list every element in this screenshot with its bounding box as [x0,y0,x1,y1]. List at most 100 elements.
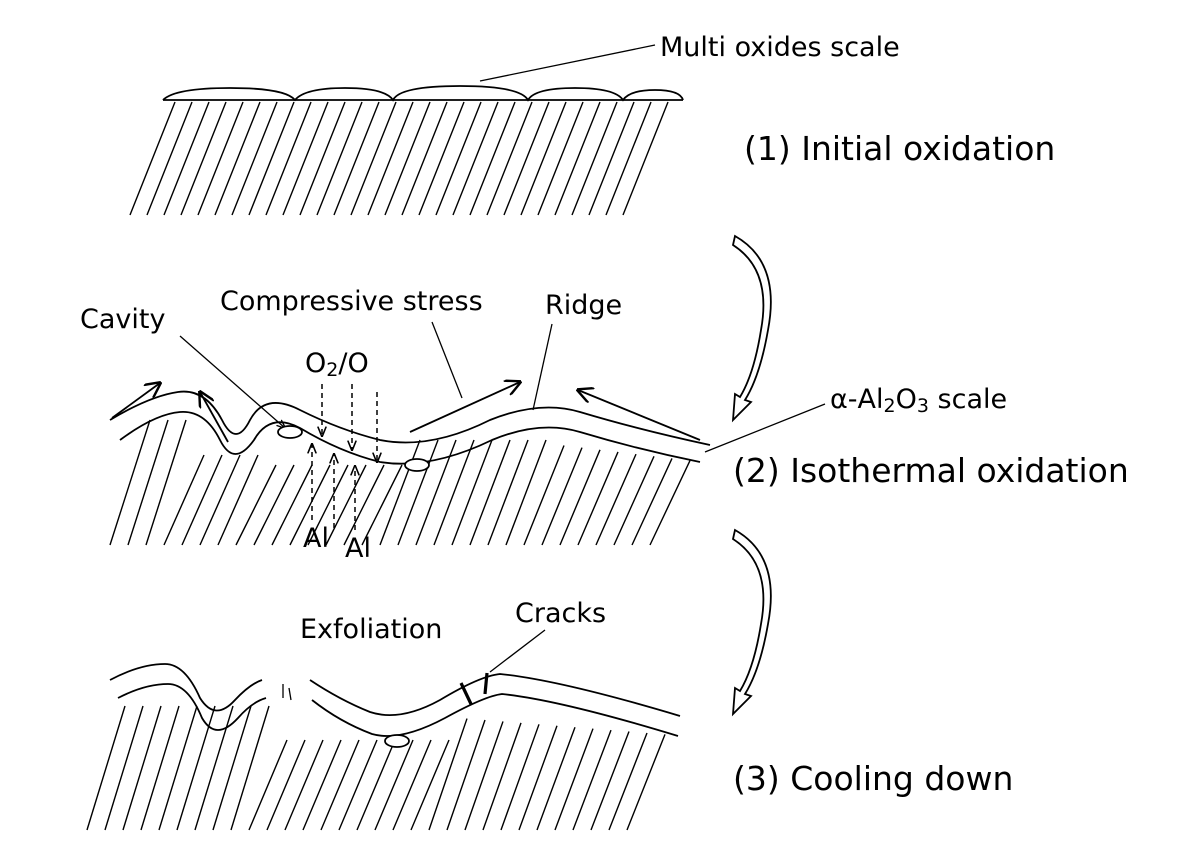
transition-arrow-2-icon [731,528,772,717]
hatch-line [554,728,594,831]
hatch-line [536,726,576,831]
hatch-line [356,739,396,831]
compressive-stress-leader-line [431,321,463,399]
hatch-line [537,101,584,216]
hatch-line [199,454,241,546]
hatch-line [379,439,421,546]
stage1-substrate-hatch [129,101,669,216]
hatch-line [572,729,612,831]
hatch-line [487,439,529,546]
hatch-line [626,734,666,831]
stage3-substrate-hatch [86,705,666,831]
stress-arrow-right-icon [578,390,701,441]
hatch-line [320,739,360,831]
hatch-line [158,705,198,831]
exfoliation-gap-mark-2 [288,687,292,701]
hatch-line [248,739,288,831]
crack-mark-2 [483,672,489,695]
oxygen-inward-label: O2/O [305,348,369,381]
hatch-line [231,101,278,216]
multi-oxides-leader-line [479,44,656,82]
hatch-line [523,445,565,546]
hatch-line [452,101,499,216]
hatch-line [518,725,558,831]
hatch-line [410,739,450,831]
stress-arrow-left-icon [409,382,520,433]
aluminum-label-1: Al [303,523,329,554]
hatch-line [577,451,619,546]
hatch-line [109,419,151,546]
hatch-line [554,101,601,216]
stress-arrow-cavity-icon [200,392,229,443]
stress-arrow-upper-left-icon [111,383,160,419]
hatch-line [338,739,378,831]
hatch-line [350,101,397,216]
hatch-line [266,739,306,831]
hatch-line [428,718,468,831]
hatch-line [595,453,637,546]
hatch-line [127,419,169,546]
cavity-label: Cavity [80,304,165,335]
cavity-void-3 [384,734,410,748]
hatch-line [289,464,331,546]
hatch-line [500,724,540,831]
cooled-scale-left-bottom [117,683,267,731]
hatch-line [325,464,367,546]
hatch-line [265,101,312,216]
hatch-line [451,439,493,546]
hatch-line [482,722,522,831]
hatch-line [613,455,655,546]
hatch-line [464,721,504,831]
hatch-line [469,101,516,216]
hatch-line [146,101,193,216]
transition-arrow-1-icon [731,234,772,423]
hatch-line [253,464,295,546]
hatch-line [401,101,448,216]
hatch-line [590,731,630,831]
alpha-alumina-scale-top [109,390,711,446]
hatch-line [418,101,465,216]
cooled-scale-right-top [309,673,681,717]
ridge-leader-line [532,323,553,411]
hatch-line [608,732,648,831]
cracks-leader-line [489,629,546,673]
multi-oxides-scale-grains [162,85,684,102]
hatch-line [367,101,414,216]
hatch-line [631,458,673,546]
multi-oxides-scale-label: Multi oxides scale [660,32,900,63]
alpha-alumina-scale-bottom [119,411,701,465]
hatch-line [392,739,432,831]
hatch-line [415,439,457,546]
ridge-label: Ridge [545,290,622,321]
hatch-line [282,101,329,216]
hatch-line [333,101,380,216]
cavity-void-2 [404,458,430,472]
hatch-line [145,419,187,546]
hatch-line [307,464,349,546]
hatch-line [435,101,482,216]
hatch-line [176,705,216,831]
hatch-line [469,439,511,546]
hatch-line [197,101,244,216]
hatch-line [271,464,313,546]
stage2-substrate-hatch [109,419,691,546]
cavity-leader-arrow [179,335,285,428]
hatch-line [230,705,270,831]
cavity-void-1 [277,425,303,439]
hatch-line [129,101,176,216]
stage1-title: (1) Initial oxidation [744,129,1055,168]
cooled-scale-right-bottom [311,693,679,737]
hatch-line [214,101,261,216]
hatch-line [284,739,324,831]
hatch-line [299,101,346,216]
hatch-line [212,705,252,831]
hatch-line [316,101,363,216]
hatch-line [571,101,618,216]
hatch-line [181,454,223,546]
aluminum-label-2: Al [345,533,371,564]
hatch-line [86,705,126,831]
hatch-line [605,101,652,216]
cracks-label: Cracks [515,598,606,629]
hatch-line [559,449,601,546]
hatch-line [384,101,431,216]
